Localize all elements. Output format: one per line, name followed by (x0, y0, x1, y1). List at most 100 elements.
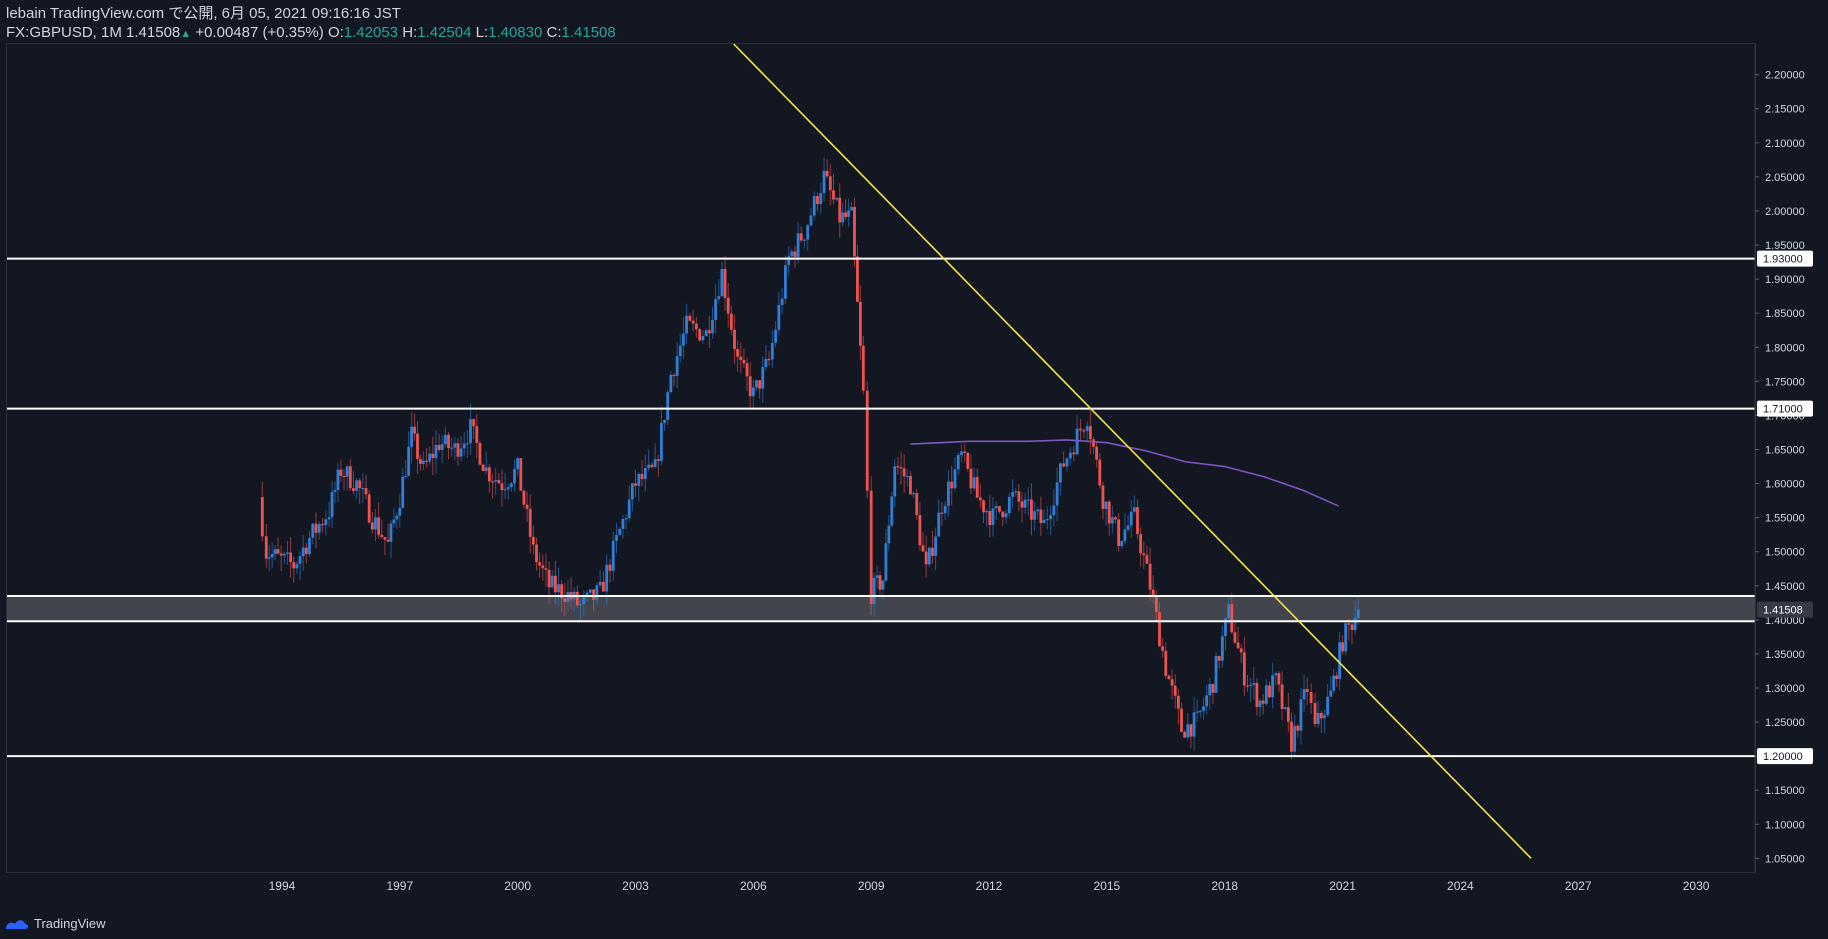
candle-body (816, 196, 819, 205)
candle-body (475, 426, 479, 443)
candle-body (503, 489, 507, 491)
candle-body (896, 466, 900, 468)
candle-body (270, 554, 274, 558)
candle-body (566, 592, 570, 603)
candle-body (273, 549, 277, 555)
candle-body (339, 469, 343, 476)
candle-body (825, 170, 829, 177)
time-tick-label: 2000 (504, 879, 531, 893)
candle-body (694, 323, 698, 330)
moving-average-line (910, 439, 1339, 507)
candle-body (819, 193, 823, 205)
candle-body (739, 356, 743, 361)
candle-body (770, 342, 774, 360)
candle-body (1205, 695, 1209, 707)
candle-body (748, 376, 752, 397)
candle-body (618, 528, 622, 535)
candle-body (1001, 511, 1005, 518)
candle-body (742, 360, 746, 364)
candle-body (497, 479, 501, 484)
price-tick-label: 1.05000 (1765, 853, 1805, 865)
candle-body (755, 380, 758, 388)
price-tick-label: 1.90000 (1765, 274, 1805, 286)
candle-body (1227, 604, 1231, 619)
candle-body (298, 556, 302, 564)
price-tick-label: 2.15000 (1765, 104, 1805, 116)
candle-body (1173, 685, 1177, 696)
candle-body (1217, 656, 1221, 661)
candle-body (1211, 683, 1215, 693)
candle-body (1095, 446, 1099, 460)
candle-body (666, 392, 670, 420)
candle-body (1020, 501, 1024, 508)
candle-body (832, 190, 835, 200)
price-tick-label: 1.85000 (1765, 308, 1805, 320)
candle-body (459, 448, 463, 457)
time-tick-label: 2030 (1683, 879, 1710, 893)
candle-body (943, 505, 947, 514)
price-tick-label: 1.95000 (1765, 240, 1805, 252)
candle-body (615, 534, 618, 541)
candle-body (345, 466, 349, 477)
candle-body (462, 443, 466, 449)
candle-body (1129, 511, 1133, 526)
candle-body (1161, 646, 1165, 651)
price-tick-label: 1.55000 (1765, 513, 1805, 525)
symbol-label[interactable]: FX:GBPUSD, 1M (6, 24, 122, 41)
candle-body (784, 265, 787, 299)
candle-body (1214, 656, 1218, 693)
price-tick-label: 1.30000 (1765, 683, 1805, 695)
price-tick-label: 1.40000 (1765, 615, 1805, 627)
candle-body (1126, 525, 1130, 530)
candle-body (1026, 499, 1030, 501)
candle-body (643, 468, 647, 479)
candle-body (1145, 555, 1149, 564)
candle-body (608, 564, 612, 571)
candle-body (950, 481, 954, 489)
candle-body (487, 467, 491, 482)
candle-body (416, 433, 419, 459)
candle-body (469, 419, 472, 444)
price-tick-label: 1.35000 (1765, 649, 1805, 661)
candle-body (1233, 632, 1237, 643)
price-tick-label: 2.20000 (1765, 70, 1805, 82)
candle-body (872, 577, 876, 604)
candle-body (1202, 706, 1205, 712)
candle-body (395, 515, 399, 520)
candle-body (421, 460, 425, 464)
candle-body (431, 453, 435, 459)
price-tick-label: 1.45000 (1765, 581, 1805, 593)
candle-body (516, 458, 520, 470)
candle-body (726, 297, 730, 314)
candle-body (865, 390, 869, 491)
candle-body (624, 518, 628, 520)
candle-body (443, 434, 447, 445)
candle-body (1258, 700, 1262, 707)
candle-body (602, 581, 605, 592)
candle-body (1164, 650, 1168, 676)
candle-body (267, 557, 271, 559)
candle-body (1098, 459, 1102, 486)
candle-body (809, 215, 813, 226)
candle-body (1286, 707, 1290, 722)
last-price: 1.41508 (126, 24, 181, 41)
time-tick-label: 2012 (976, 879, 1003, 893)
candle-body (410, 426, 413, 447)
candle-body (321, 524, 324, 526)
last-price-badge (1757, 601, 1813, 618)
candle-body (1042, 519, 1046, 524)
candle-body (367, 494, 371, 523)
candle-body (1158, 612, 1161, 647)
open-label: O: (327, 24, 344, 41)
candle-body (301, 547, 305, 557)
candle-body (579, 604, 582, 606)
candle-body (1198, 711, 1202, 713)
candle-body (1224, 618, 1227, 637)
high-label: H: (402, 24, 418, 41)
candle-body (736, 349, 740, 357)
candle-body (547, 569, 551, 588)
candle-body (812, 196, 816, 216)
candle-body (1220, 636, 1224, 661)
candle-body (780, 298, 784, 305)
